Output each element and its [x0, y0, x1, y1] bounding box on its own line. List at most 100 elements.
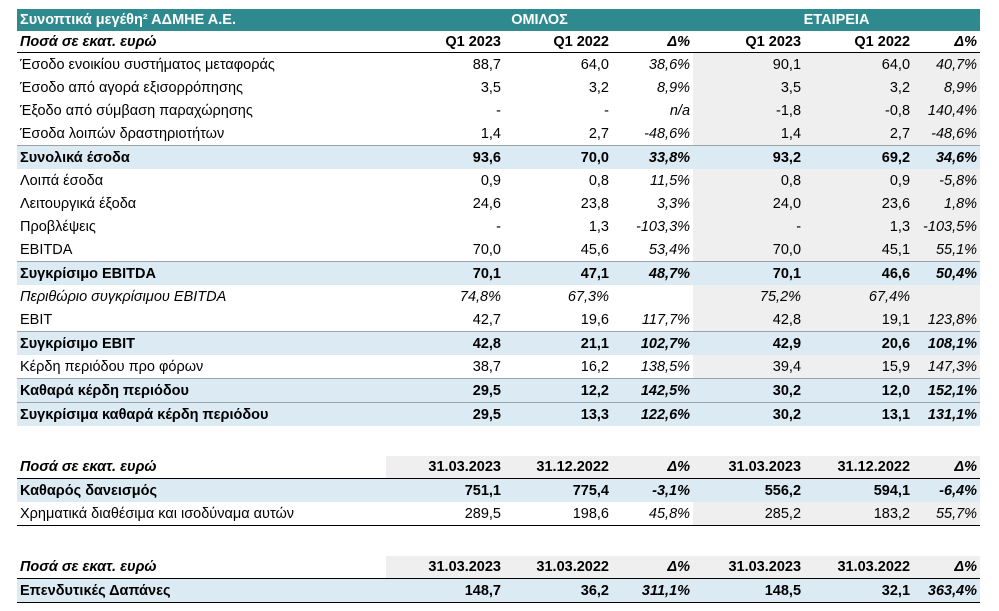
table-cell: 42,8	[386, 331, 504, 355]
table-cell: 36,2	[504, 578, 612, 603]
table-cell: 1,4	[480, 125, 501, 142]
table-cell: 1,3	[588, 218, 609, 235]
table-cell: 93,6	[386, 145, 504, 169]
column-header: 31.03.2022	[504, 556, 612, 579]
table-cell: 88,7	[472, 56, 501, 73]
table-cell: -48,6%	[644, 125, 691, 142]
table-row: Έσοδο από αγορά εξισορρόπησης 3,5 3,2 8,9% 3…	[17, 76, 981, 99]
summary-sheet: Συνοπτικά μεγέθη² ΑΔΜΗΕ Α.Ε. ΟΜΙΛΟΣ ΕΤΑΙ…	[17, 9, 981, 603]
table-row: Συνολικά έσοδα 93,6 70,0 33,8% 93,2 69,2 34,6%	[17, 145, 981, 169]
table-cell: 3,5	[693, 76, 805, 99]
table-row: Περιθώριο συγκρίσιμου EBITDA 74,8% 67,3% 75…	[17, 285, 981, 308]
table-cell: 30,2	[693, 402, 805, 426]
table-cell: 45,8%	[612, 502, 694, 526]
table-cell: 42,9	[693, 331, 805, 355]
spacer-row	[17, 426, 980, 456]
table-row: Συγκρίσιμο EBIT 42,8 21,1 102,7% 42,9 20,6 108…	[17, 331, 981, 355]
table-cell: -6,4%	[913, 478, 981, 502]
table-cell: 30,2	[693, 378, 805, 403]
table-cell: 117,7%	[641, 311, 691, 328]
table-cell: 8,9%	[913, 76, 981, 99]
table-cell: 0,8	[693, 169, 805, 192]
table-cell: 138,5%	[640, 358, 691, 375]
table-row: Καθαρά κέρδη περιόδου 29,5 12,2 142,5% 30,2 1…	[17, 378, 981, 403]
table-cell: 29,5	[386, 402, 504, 426]
table-cell: 32,1	[804, 578, 914, 603]
column-header: 31.03.2023	[693, 556, 805, 579]
table-row: Έσοδο ενοικίου συστήματος μεταφοράς 88,7 6…	[17, 52, 981, 76]
table-cell: -	[693, 215, 805, 238]
column-header: 31.12.2022	[504, 456, 612, 479]
column-header-label: Ποσά σε εκατ. ευρώ	[17, 556, 386, 579]
table-cell: 3,2	[804, 76, 914, 99]
table-cell: 34,6%	[913, 145, 981, 169]
table-cell: 70,0	[472, 241, 501, 258]
row-label: Καθαρός δανεισμός	[17, 478, 386, 502]
table-cell: 12,0	[804, 378, 914, 403]
table-cell: 42,7	[472, 311, 501, 328]
table-cell: 183,2	[804, 502, 914, 526]
table-cell: 70,1	[386, 261, 504, 285]
table-cell: 122,6%	[612, 402, 694, 426]
row-label: Έξοδο από σύμβαση παραχώρησης	[20, 102, 253, 119]
table-cell: 23,8	[580, 195, 609, 212]
table-row: Συγκρίσιμο EBITDA 70,1 47,1 48,7% 70,1 46,6 50…	[17, 261, 981, 285]
table-cell: -103,3%	[636, 218, 691, 235]
table-cell: 140,4%	[913, 99, 981, 122]
table-row: Χρηματικά διαθέσιμα και ισοδύναμα αυτών 2…	[17, 502, 981, 526]
table-cell: 20,6	[804, 331, 914, 355]
table-cell: 1,3	[804, 215, 914, 238]
table-cell: 102,7%	[612, 331, 694, 355]
table-cell: 1,8%	[913, 192, 981, 215]
table-cell	[612, 285, 693, 308]
section1-header-row: Ποσά σε εκατ. ευρώ Q1 2023 Q1 2022 Δ% Q1 202…	[17, 31, 981, 53]
table-cell: 108,1%	[913, 331, 981, 355]
table-cell: 74,8%	[459, 288, 501, 305]
table-cell: 69,2	[804, 145, 914, 169]
row-label: Κέρδη περιόδου προ φόρων	[20, 358, 204, 375]
table-cell: 142,5%	[612, 378, 694, 403]
column-header: Δ%	[612, 456, 694, 479]
table-cell: 47,1	[504, 261, 612, 285]
table-cell: 55,7%	[913, 502, 981, 526]
table-cell: 123,8%	[913, 308, 981, 332]
table-cell: 67,4%	[804, 285, 914, 308]
column-header: Δ%	[612, 556, 694, 579]
table-cell: 3,3%	[656, 195, 691, 212]
table-cell: 2,7	[588, 125, 609, 142]
table-cell: -48,6%	[913, 122, 981, 146]
table-cell: -103,5%	[913, 215, 981, 238]
table-cell: 1,4	[693, 122, 805, 146]
table-title: Συνοπτικά μεγέθη² ΑΔΜΗΕ Α.Ε.	[17, 9, 386, 31]
column-header: Q1 2022	[504, 31, 612, 53]
table-cell: 148,5	[693, 578, 805, 603]
column-header: Q1 2023	[386, 31, 504, 53]
table-cell: 45,6	[580, 241, 609, 258]
table-cell: 23,6	[804, 192, 914, 215]
group-heading: ΟΜΙΛΟΣ	[386, 9, 694, 31]
table-row: EBIT 42,7 19,6 117,7% 42,8 19,1 123,8%	[17, 308, 981, 332]
table-cell: 70,0	[693, 238, 805, 262]
table-cell: -3,1%	[612, 478, 694, 502]
column-header: 31.03.2023	[386, 456, 504, 479]
table-cell: 594,1	[804, 478, 914, 502]
row-label: EBIT	[20, 311, 53, 328]
table-cell: 90,1	[693, 52, 805, 76]
table-row: Έξοδο από σύμβαση παραχώρησης - - n/a -1,8 -0…	[17, 99, 981, 122]
table-cell: 40,7%	[913, 52, 981, 76]
table-row: EBITDA 70,0 45,6 53,4% 70,0 45,1 55,1%	[17, 238, 981, 262]
row-label: EBITDA	[20, 241, 73, 258]
table-cell	[913, 285, 981, 308]
table-cell: 13,1	[804, 402, 914, 426]
column-header-label: Ποσά σε εκατ. ευρώ	[17, 31, 386, 53]
table-cell: 53,4%	[648, 241, 691, 258]
table-cell: 2,7	[804, 122, 914, 146]
table-cell: 75,2%	[693, 285, 805, 308]
table-cell: 55,1%	[913, 238, 981, 262]
table-cell: 0,8	[588, 172, 609, 189]
table-cell: 39,4	[693, 355, 805, 379]
table-cell: 363,4%	[913, 578, 981, 603]
row-label: Λειτουργικά έξοδα	[20, 195, 137, 212]
table-cell: 46,6	[804, 261, 914, 285]
table-cell: 64,0	[580, 56, 609, 73]
